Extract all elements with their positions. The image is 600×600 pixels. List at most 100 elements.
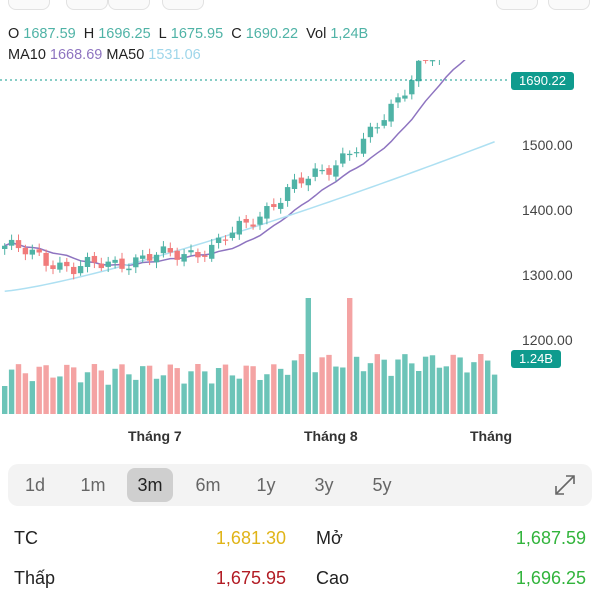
candle-body: [29, 249, 35, 255]
volume-value: 1,24B: [330, 26, 369, 42]
volume-bar: [98, 370, 104, 414]
y-tick-label: 1500.00: [522, 137, 573, 153]
candle-body: [416, 60, 422, 82]
open-label: O: [8, 26, 20, 42]
mo-label: Mở: [316, 528, 343, 548]
candle-body: [374, 127, 380, 129]
volume-bar: [174, 368, 180, 414]
candle-body: [133, 257, 139, 268]
candle-body: [22, 247, 29, 255]
toolbar-icon-5[interactable]: [496, 0, 538, 10]
moving-averages: [4, 60, 495, 292]
y-tick-label: 1400.00: [522, 202, 573, 218]
toolbar-icon-3[interactable]: [108, 0, 150, 10]
candle-body: [326, 168, 332, 175]
candle-body: [381, 120, 387, 126]
candle-body: [291, 179, 298, 190]
toolbar-icon-4[interactable]: [162, 0, 204, 10]
volume-bar: [478, 354, 484, 414]
expand-icon[interactable]: [552, 472, 578, 498]
x-axis: Tháng 7 Tháng 8 Tháng: [128, 428, 512, 444]
candle-body: [319, 169, 325, 172]
volume-bar: [43, 365, 49, 414]
candle-body: [333, 165, 339, 177]
candle-body: [202, 255, 208, 257]
last-price-badge: 1690.22: [511, 72, 574, 90]
volume-bar: [84, 372, 91, 414]
period-3m[interactable]: 3m: [127, 468, 173, 502]
volume-bar: [153, 378, 160, 414]
ma10-value: 1668.69: [49, 47, 103, 63]
x-axis-label: Tháng: [470, 428, 512, 444]
volume-bar: [8, 369, 15, 414]
volume-bar: [464, 372, 470, 414]
toolbar-icon-6[interactable]: [548, 0, 590, 10]
candle-body: [64, 261, 70, 267]
candle-body: [188, 250, 194, 253]
candle-body: [298, 177, 305, 184]
volume-bar: [50, 377, 56, 414]
tc-value: 1,681.30: [215, 528, 286, 548]
volume-bar: [36, 366, 42, 414]
ma50-label: MA50: [106, 47, 145, 63]
candle-body: [119, 258, 125, 269]
candle-body: [195, 251, 201, 258]
toolbar-icon-2[interactable]: [66, 0, 108, 10]
candle-body: [146, 254, 153, 261]
period-1y[interactable]: 1y: [256, 475, 276, 495]
volume-bar: [416, 370, 422, 414]
volume-bar: [22, 373, 29, 414]
x-axis-label: Tháng 8: [304, 428, 358, 444]
ma10-label: MA10: [8, 47, 46, 63]
candles: [2, 60, 440, 280]
volume-bar: [457, 357, 463, 414]
volume-bar: [450, 354, 456, 414]
candle-body: [402, 95, 408, 99]
y-tick-label: 1200.00: [522, 332, 573, 348]
volume-bar: [388, 375, 394, 414]
volume-bar: [374, 354, 380, 414]
ma10-line: [4, 60, 466, 267]
candle-body: [77, 266, 84, 274]
volume-bar: [188, 371, 194, 414]
volume-bar: [353, 356, 360, 414]
volume-bar: [381, 359, 387, 414]
low-label: L: [158, 26, 167, 42]
volume-bar: [402, 354, 408, 414]
volume-bar: [15, 364, 22, 414]
volume-bar: [167, 364, 173, 414]
period-1m[interactable]: 1m: [80, 475, 106, 495]
toolbar-icon-1[interactable]: [8, 0, 50, 10]
candle-body: [15, 240, 22, 249]
volume-bar: [491, 374, 498, 414]
volume-bars: [2, 298, 498, 414]
candle-body: [84, 256, 91, 267]
candle-body: [250, 224, 256, 227]
period-1d[interactable]: 1d: [24, 475, 46, 495]
volume-bar: [326, 354, 332, 414]
volume-bar: [305, 298, 311, 414]
volume-bar: [485, 360, 491, 414]
candle-body: [409, 80, 415, 95]
volume-bar: [215, 368, 222, 414]
y-tick-label: 1300.00: [522, 267, 573, 283]
volume-bar: [436, 367, 443, 414]
volume-bar: [119, 364, 125, 414]
volume-bar: [77, 382, 84, 414]
open-value: 1687.59: [23, 26, 76, 42]
volume-badge: 1.24B: [511, 350, 561, 368]
period-5y[interactable]: 5y: [372, 475, 392, 495]
period-6m[interactable]: 6m: [195, 475, 221, 495]
candle-body: [367, 126, 374, 138]
volume-bar: [126, 374, 132, 414]
ohlc-readout: O 1687.59 H 1696.25 L 1675.95 C 1690.22 Vol 1…: [8, 26, 372, 42]
candle-body: [278, 202, 284, 209]
volume-bar: [284, 374, 291, 414]
candle-body: [429, 60, 436, 62]
period-3y[interactable]: 3y: [314, 475, 334, 495]
candle-body: [36, 249, 42, 253]
volume-bar: [64, 364, 70, 414]
tc-label: TC: [14, 528, 38, 548]
volume-bar: [340, 367, 346, 414]
